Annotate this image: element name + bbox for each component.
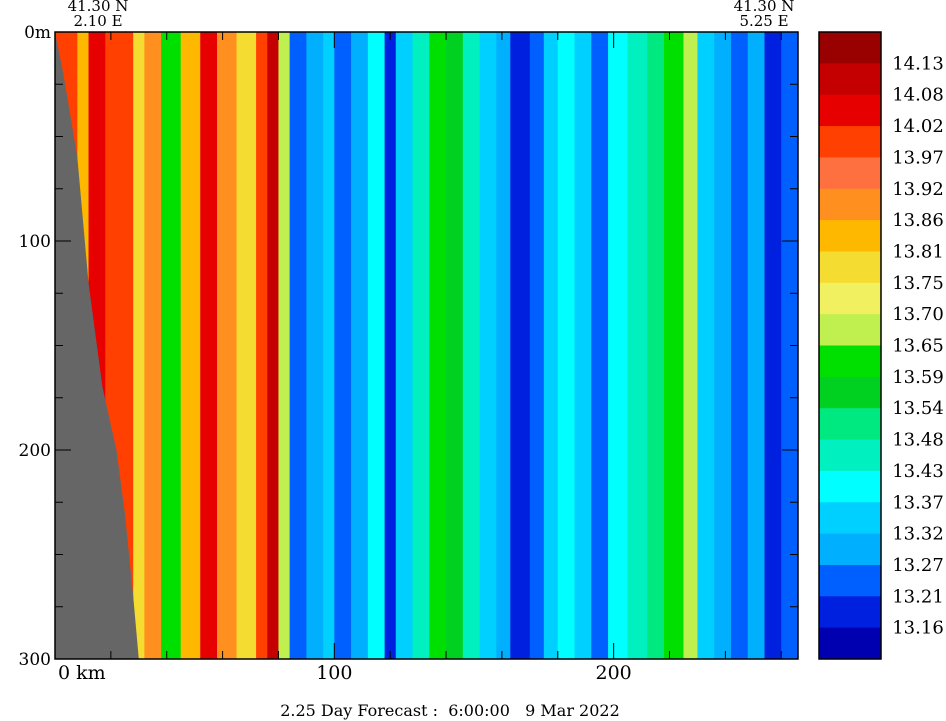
- legend-label: 13.97: [892, 147, 944, 168]
- temperature-band: [306, 32, 324, 659]
- temperature-band: [429, 32, 447, 659]
- temperature-band: [217, 32, 238, 659]
- temperature-band: [574, 32, 592, 659]
- temperature-band: [323, 32, 335, 659]
- y-tick-label: 0m: [24, 23, 51, 43]
- temperature-band: [446, 32, 464, 659]
- temperature-band: [395, 32, 414, 659]
- x-tick-label: 100: [316, 662, 352, 684]
- legend-label: 13.21: [892, 586, 944, 607]
- temperature-band: [529, 32, 545, 659]
- legend-frame: [818, 31, 882, 660]
- temperature-band: [627, 32, 648, 659]
- y-tick-label: 100: [19, 232, 51, 252]
- legend-swatch: [819, 627, 881, 660]
- x-tick-label: 200: [596, 662, 632, 684]
- temperature-band: [608, 32, 629, 659]
- end-lon-label: 5.25 E: [739, 12, 788, 30]
- legend-swatch: [819, 188, 881, 221]
- temperature-band: [591, 32, 609, 659]
- temperature-band: [278, 32, 291, 659]
- temperature-band: [334, 32, 352, 659]
- legend-label: 13.16: [892, 618, 944, 639]
- temperature-band: [289, 32, 307, 659]
- y-tick-label: 300: [19, 650, 51, 670]
- start-lat-label: 41.30 N: [68, 0, 129, 15]
- temperature-band: [496, 32, 511, 659]
- legend-label: 13.70: [892, 304, 944, 325]
- legend-label: 13.75: [892, 273, 944, 294]
- temperature-band: [144, 32, 162, 659]
- color-legend: 14.13 14.08 14.02 13.97 13.92 13.86 13.81 13.75…: [818, 31, 944, 660]
- end-lat-label: 41.30 N: [734, 0, 795, 15]
- legend-label: 13.92: [892, 179, 944, 200]
- legend-swatch: [819, 345, 881, 378]
- temperature-band: [367, 32, 386, 659]
- start-lon-label: 2.10 E: [73, 12, 122, 30]
- legend-swatch: [819, 220, 881, 252]
- legend-label: 13.32: [892, 524, 944, 545]
- legend-label: 13.65: [892, 336, 944, 357]
- legend-label: 13.81: [892, 241, 944, 262]
- temperature-band: [351, 32, 369, 659]
- legend-swatch: [819, 251, 881, 284]
- legend-label: 13.54: [892, 398, 944, 419]
- legend-swatch: [819, 32, 881, 64]
- legend-swatch: [819, 470, 881, 503]
- legend-swatch: [819, 63, 881, 96]
- temperature-band: [543, 32, 559, 659]
- legend-swatch: [819, 408, 881, 441]
- temperature-band: [133, 32, 145, 659]
- legend-label: 14.02: [892, 116, 944, 137]
- temperature-band: [510, 32, 531, 659]
- seafloor-land: [55, 32, 139, 659]
- legend-label: 13.43: [892, 461, 944, 482]
- temperature-band: [663, 32, 685, 659]
- temperature-band: [200, 32, 218, 659]
- temperature-band: [683, 32, 699, 659]
- legend-swatch: [819, 376, 881, 409]
- legend-label: 14.13: [892, 53, 944, 74]
- legend-swatch: [819, 596, 881, 629]
- legend-label: 13.48: [892, 430, 944, 451]
- temperature-band: [730, 32, 749, 659]
- temperature-band: [267, 32, 280, 659]
- legend-swatch: [819, 157, 881, 190]
- legend-label: 13.59: [892, 367, 944, 388]
- temperature-band: [384, 32, 397, 659]
- temperature-band: [479, 32, 497, 659]
- legend-swatch: [819, 439, 881, 472]
- legend-swatch: [819, 502, 881, 535]
- legend-label: 13.86: [892, 210, 944, 231]
- legend-swatch: [819, 533, 881, 566]
- legend-label: 13.37: [892, 492, 944, 513]
- x-tick-label: 0 km: [58, 662, 106, 684]
- temperature-band: [256, 32, 268, 659]
- temperature-band: [236, 32, 257, 659]
- legend-swatch: [819, 282, 881, 315]
- axes: 0m 100 200 300 0 km 100 200: [19, 23, 799, 684]
- forecast-label: 2.25 Day Forecast : 6:00:00 9 Mar 2022: [280, 701, 620, 720]
- legend-swatch: [819, 564, 881, 597]
- temperature-band: [764, 32, 782, 659]
- temperature-band: [180, 32, 201, 659]
- y-tick-label: 200: [19, 441, 51, 461]
- temperature-band: [647, 32, 665, 659]
- legend-label: 13.27: [892, 555, 944, 576]
- plot-area: [55, 32, 798, 659]
- legend-swatch: [819, 94, 881, 127]
- temperature-band: [747, 32, 766, 659]
- temperature-band: [697, 32, 715, 659]
- temperature-band: [557, 32, 576, 659]
- temperature-band: [161, 32, 182, 659]
- temperature-band: [462, 32, 481, 659]
- temperature-band: [714, 32, 732, 659]
- legend-label: 14.08: [892, 85, 944, 106]
- temperature-band: [412, 32, 430, 659]
- legend-swatch: [819, 314, 881, 346]
- legend-swatch: [819, 126, 881, 158]
